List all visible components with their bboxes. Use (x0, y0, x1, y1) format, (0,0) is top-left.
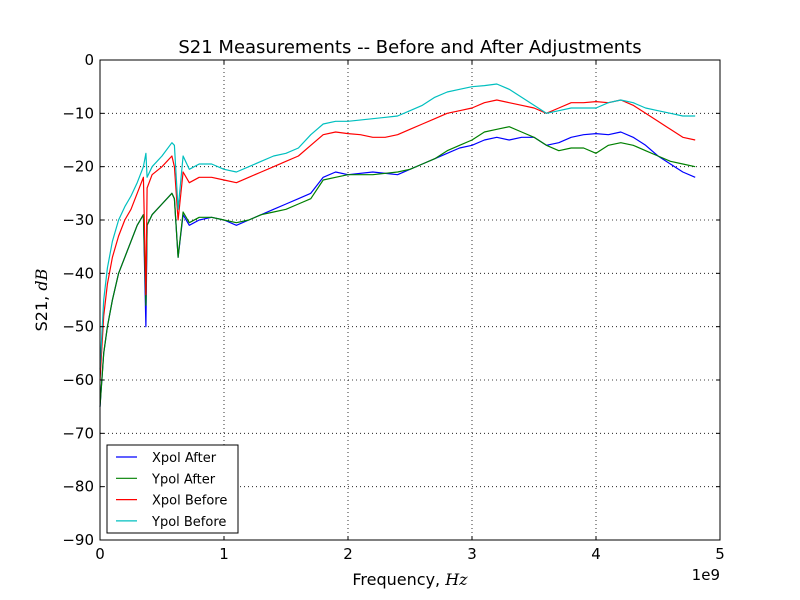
y-tick-label: −80 (62, 478, 94, 496)
y-axis-label: S21, dB (32, 268, 51, 331)
legend-box (106, 444, 239, 534)
x-axis-label: Frequency, Hz (352, 570, 468, 589)
plot-area-frame (99, 59, 721, 541)
x-axis-label-unit: Hz (444, 570, 468, 589)
legend-label-ypol-before: Ypol Before (151, 515, 226, 530)
axis-ticks (99, 59, 721, 541)
y-tick-label: 0 (84, 51, 94, 69)
y-tick-label: −70 (62, 424, 94, 442)
y-tick-label: −60 (62, 371, 94, 389)
axis-tick-labels: 0 1 2 3 4 5 0 −10 −20 −30 −40 −50 −60 −70 −80 −90 (62, 51, 724, 563)
legend-label-xpol-after: Xpol After (152, 451, 217, 466)
x-multiplier-label: 1e9 (692, 566, 720, 584)
series-line-xpol-before (99, 99, 696, 381)
y-tick-label: −40 (62, 264, 94, 282)
y-axis-label-text: S21, (32, 296, 51, 332)
y-tick-label: −10 (62, 104, 94, 122)
y-tick-label: −90 (62, 531, 94, 549)
legend-label-xpol-before: Xpol Before (152, 494, 227, 509)
series-layer (99, 83, 696, 407)
x-tick-label: 4 (591, 545, 601, 563)
chart-title: S21 Measurements -- Before and After Adj… (178, 37, 641, 58)
x-tick-label: 2 (343, 545, 353, 563)
series-line-ypol-before (99, 83, 696, 370)
x-axis-label-text: Frequency, (352, 570, 440, 589)
y-axis-label-unit: dB (32, 268, 51, 290)
x-tick-label: 3 (467, 545, 477, 563)
y-tick-label: −20 (62, 158, 94, 176)
y-tick-label: −50 (62, 318, 94, 336)
legend-label-ypol-after: Ypol After (151, 472, 216, 487)
x-tick-label: 1 (219, 545, 229, 563)
x-tick-label: 0 (95, 545, 105, 563)
y-tick-label: −30 (62, 211, 94, 229)
legend: Xpol After Ypol After Xpol Before Ypol Befo… (106, 444, 239, 534)
x-tick-label: 5 (715, 545, 725, 563)
series-line-xpol-after (99, 131, 696, 407)
